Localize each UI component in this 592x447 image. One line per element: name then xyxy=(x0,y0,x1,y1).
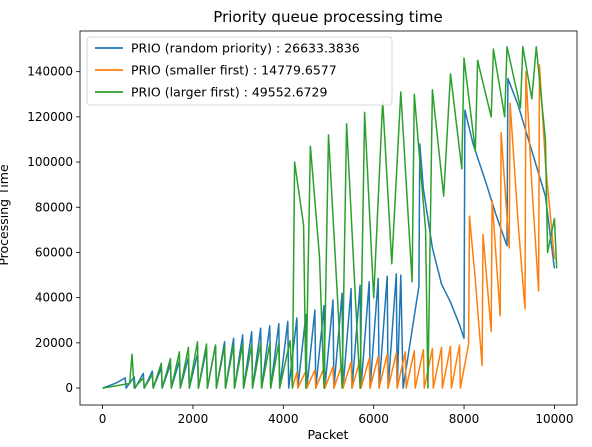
y-tick-label: 140000 xyxy=(27,65,73,79)
x-tick-label: 4000 xyxy=(268,412,299,426)
y-tick-label: 40000 xyxy=(35,291,73,305)
x-tick-label: 2000 xyxy=(178,412,209,426)
legend-box xyxy=(86,36,393,106)
plot-frame xyxy=(79,30,578,406)
legend: PRIO (random priority) : 26633.3836 PRIO … xyxy=(86,36,393,106)
series-line-0 xyxy=(102,77,556,389)
x-tick-label: 10000 xyxy=(535,412,573,426)
y-axis-label: Processing Time xyxy=(0,164,11,266)
series-layer xyxy=(102,46,558,389)
y-tick-label: 20000 xyxy=(35,336,73,350)
legend-label-1: PRIO (smaller first) : 14779.6577 xyxy=(131,63,337,78)
y-axis: 0 20000 40000 60000 80000 100000 120000 140000 xyxy=(27,65,80,395)
x-axis: 0 2000 4000 6000 8000 10000 xyxy=(99,405,574,426)
y-tick-label: 0 xyxy=(65,381,73,395)
y-tick-label: 120000 xyxy=(27,110,73,124)
y-tick-label: 100000 xyxy=(27,155,73,169)
series-line-2 xyxy=(102,46,558,389)
x-tick-label: 8000 xyxy=(449,412,480,426)
x-tick-label: 6000 xyxy=(358,412,389,426)
legend-label-0: PRIO (random priority) : 26633.3836 xyxy=(131,41,360,56)
x-axis-label: Packet xyxy=(308,427,349,442)
y-tick-label: 80000 xyxy=(35,200,73,214)
x-tick-label: 0 xyxy=(99,412,107,426)
y-tick-label: 60000 xyxy=(35,245,73,259)
series-line-1 xyxy=(291,64,556,389)
chart-title: Priority queue processing time xyxy=(213,8,442,26)
legend-label-2: PRIO (larger first) : 49552.6729 xyxy=(131,85,327,100)
